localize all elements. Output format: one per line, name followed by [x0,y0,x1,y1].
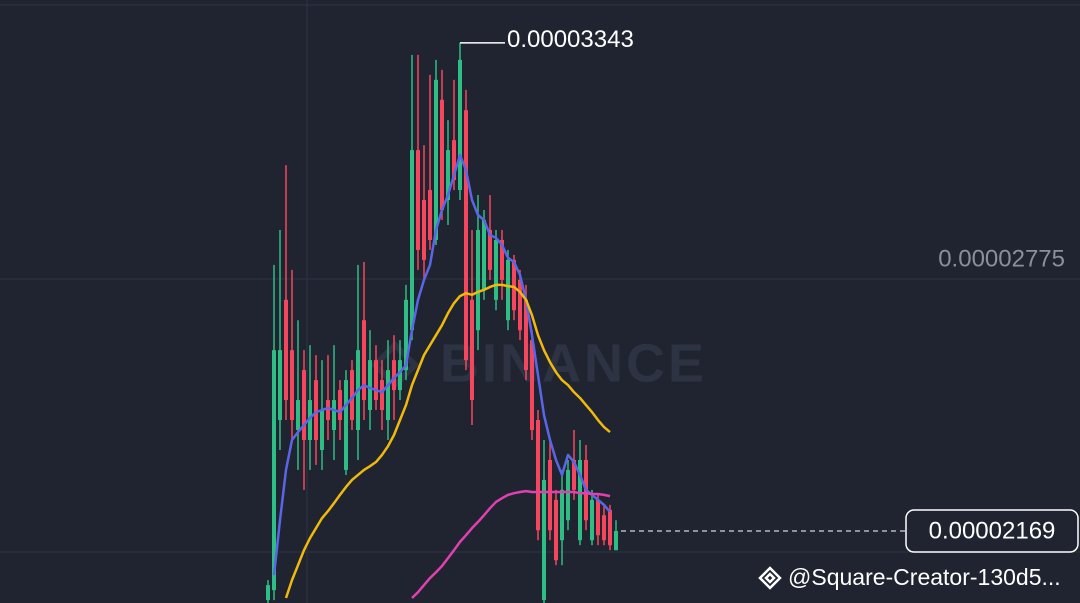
candle-body [314,380,318,440]
candle-body [320,410,324,450]
moving-average-line [411,489,611,599]
candle-body [398,360,402,391]
footer-text: @Square-Creator-130d5... [788,564,1061,590]
candle-body [548,459,552,531]
candle-body [470,299,474,401]
moving-average-line [284,283,611,599]
candle-body [368,360,372,411]
candle-body [380,380,384,411]
candle-body [266,585,270,601]
candle-body [386,370,390,421]
candle-body [596,499,600,536]
candle-body [566,469,570,521]
candle-body [410,150,414,331]
candle-body [290,350,294,421]
candle-body [452,140,456,181]
candle-body [284,299,288,401]
candle-body [338,390,342,421]
candle-body [524,299,528,371]
candle-body [326,400,330,421]
candle-body [440,99,444,211]
watermark: BINANCE [440,333,707,393]
moving-average-line [272,153,611,576]
candle-body [608,509,612,546]
candle-body [308,400,312,440]
candle-body [278,350,282,421]
candle-body [392,360,396,391]
candle-body [416,150,420,250]
candle-body [554,499,558,561]
candle-body [344,380,348,470]
candle-body [614,531,618,551]
candle-body [560,489,564,541]
candle-body [494,239,498,300]
candle-body [428,190,432,240]
candle-body [362,320,366,401]
candle-body [332,400,336,431]
plot: 0.00002775 0.00003343 0.00002169 [0,26,1080,603]
footer-logo [758,566,782,590]
candle-body [530,340,534,431]
candle-body [542,479,546,601]
candle-body [500,239,504,280]
candle-body [446,150,450,201]
candle-body [476,229,480,331]
candle-body [272,350,276,591]
candle-body [422,200,426,260]
candle-body [536,420,540,531]
candle-body [464,110,468,361]
candle-body [302,370,306,440]
candle-body [578,459,582,541]
candle-body [572,459,576,490]
candle-body [458,59,462,191]
candle-body [602,515,606,541]
high-label: 0.00003343 [507,26,634,53]
candle-body [350,370,354,421]
y-tick-label: 0.00002775 [938,245,1065,272]
candle-body [518,279,522,331]
last-price-box [905,509,1079,553]
candle-body [512,259,516,311]
candle-body [488,229,492,270]
candle-body [506,259,510,321]
candle-body [374,360,378,401]
candle-body [482,219,486,290]
candle-body [434,79,438,240]
last-price-label: 0.00002169 [929,517,1056,544]
candle-body [296,400,300,431]
candle-body [404,299,408,371]
candle-body [590,499,594,541]
